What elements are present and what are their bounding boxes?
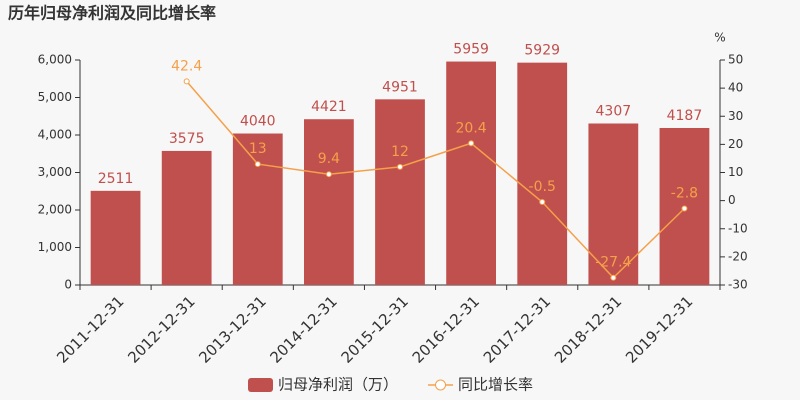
legend-label: 同比增长率 bbox=[458, 376, 533, 394]
line-point bbox=[397, 163, 403, 170]
y-tick-label: 1,000 bbox=[38, 240, 72, 254]
line-value-label: 9.4 bbox=[318, 151, 340, 167]
y2-tick-label: -30 bbox=[728, 278, 748, 292]
x-tick-label: 2011-12-31 bbox=[53, 292, 127, 366]
bar bbox=[90, 190, 141, 285]
legend-item: 同比增长率 bbox=[428, 376, 533, 394]
line-point bbox=[183, 78, 190, 85]
bar-value-label: 3575 bbox=[169, 131, 205, 147]
y2-tick-label: 0 bbox=[728, 193, 736, 207]
y-tick-label: 6,000 bbox=[38, 53, 72, 67]
bar-value-label: 5959 bbox=[453, 42, 489, 58]
legend-item: 归母净利润（万） bbox=[248, 376, 398, 394]
bar bbox=[588, 123, 639, 285]
line-value-label: -0.5 bbox=[529, 179, 556, 195]
bar bbox=[517, 62, 568, 285]
y2-tick-label: -20 bbox=[728, 249, 748, 263]
line-value-label: 13 bbox=[249, 141, 267, 157]
line-point bbox=[325, 171, 332, 178]
x-tick-label: 2012-12-31 bbox=[124, 292, 198, 366]
y2-tick-label: 20 bbox=[728, 137, 743, 151]
y-tick-label: 4,000 bbox=[38, 128, 72, 142]
y-tick-label: 3,000 bbox=[38, 165, 72, 179]
line-value-label: 12 bbox=[391, 144, 409, 160]
y-tick-label: 0 bbox=[64, 278, 72, 292]
line-value-label: 42.4 bbox=[171, 58, 202, 74]
y-tick-label: 5,000 bbox=[38, 90, 72, 104]
bar-value-label: 4040 bbox=[240, 114, 276, 130]
legend-swatch bbox=[435, 379, 447, 391]
y2-tick-label: 10 bbox=[728, 165, 743, 179]
x-tick-label: 2019-12-31 bbox=[622, 292, 696, 366]
x-tick-label: 2013-12-31 bbox=[195, 292, 269, 366]
bar bbox=[161, 150, 212, 285]
chart-title: 历年归母净利润及同比增长率 bbox=[8, 4, 216, 23]
x-tick-label: 2016-12-31 bbox=[409, 292, 483, 366]
bar-value-label: 2511 bbox=[98, 171, 134, 187]
bar-value-label: 4187 bbox=[667, 108, 703, 124]
bar bbox=[375, 99, 425, 286]
bar bbox=[304, 119, 354, 286]
legend-label: 归母净利润（万） bbox=[278, 376, 398, 394]
y2-axis-label: % bbox=[714, 31, 725, 45]
y2-tick-label: 40 bbox=[728, 81, 743, 95]
bar-value-label: 4951 bbox=[382, 79, 418, 95]
bar-value-label: 4421 bbox=[311, 99, 347, 115]
y2-tick-label: 30 bbox=[728, 109, 743, 123]
x-tick-label: 2018-12-31 bbox=[551, 292, 625, 366]
legend-swatch bbox=[248, 378, 273, 392]
bar-value-label: 5929 bbox=[524, 43, 560, 59]
y2-tick-label: 50 bbox=[728, 53, 743, 67]
bar bbox=[446, 61, 496, 285]
y-tick-label: 2,000 bbox=[38, 203, 72, 217]
line-value-label: -2.8 bbox=[671, 186, 698, 202]
line-point bbox=[681, 205, 688, 212]
line-value-label: 20.4 bbox=[456, 120, 487, 136]
line-point bbox=[610, 274, 617, 281]
line-point bbox=[254, 161, 261, 168]
x-tick-label: 2017-12-31 bbox=[480, 292, 554, 366]
x-tick-label: 2015-12-31 bbox=[338, 292, 412, 366]
line bbox=[186, 80, 685, 279]
x-tick-label: 2014-12-31 bbox=[267, 292, 341, 366]
line-point bbox=[468, 140, 475, 147]
bar bbox=[232, 133, 283, 285]
line-point bbox=[539, 199, 546, 206]
line-value-label: -27.4 bbox=[595, 255, 631, 271]
y2-tick-label: -10 bbox=[728, 221, 748, 235]
bar-value-label: 4307 bbox=[596, 103, 632, 119]
